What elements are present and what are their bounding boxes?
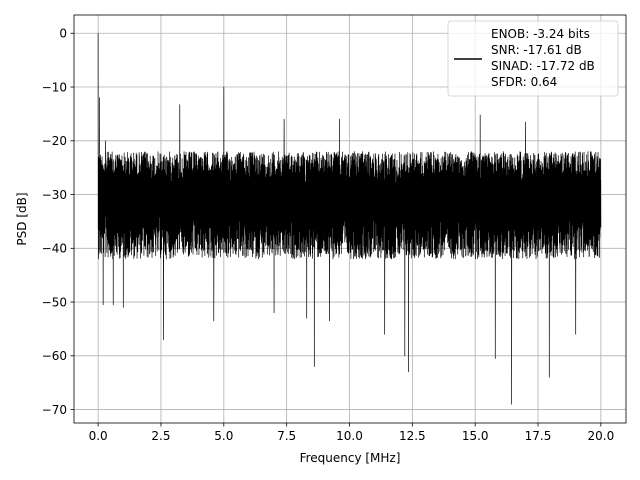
axes-frame [73,14,627,424]
legend-line-sinad: SINAD: -17.72 dB [491,59,595,73]
legend-line-snr: SNR: -17.61 dB [491,43,582,57]
x-tick-label: 12.5 [399,429,426,443]
x-tick-label: 5.0 [214,429,233,443]
x-tick-label: 7.5 [277,429,296,443]
x-tick-label: 2.5 [151,429,170,443]
x-tick-label: 0.0 [89,429,108,443]
x-ticks: 0.0 2.5 5.0 7.5 10.0 12.5 15.0 17.5 20.0 [89,423,615,443]
legend-line-enob: ENOB: -3.24 bits [491,27,590,41]
x-tick-label: 15.0 [462,429,489,443]
x-tick-label: 17.5 [525,429,552,443]
y-tick-label: −20 [42,134,67,148]
legend-box [447,20,619,97]
y-tick-label: −60 [42,349,67,363]
y-tick-label: −40 [42,242,67,256]
series-layer [97,33,602,405]
legend: ENOB: -3.24 bits SNR: -17.61 dB SINAD: -… [447,20,619,97]
y-tick-label: −50 [42,295,67,309]
y-ticks: 0 −10 −20 −30 −40 −50 −60 −70 [42,27,74,417]
y-tick-label: −10 [42,80,67,94]
psd-line [97,33,602,405]
y-tick-label: −70 [42,403,67,417]
x-tick-label: 10.0 [336,429,363,443]
y-axis-label: PSD [dB] [15,192,29,245]
x-axis-label: Frequency [MHz] [300,451,401,465]
y-tick-label: 0 [59,27,67,41]
legend-line-sfdr: SFDR: 0.64 [491,75,557,89]
x-tick-label: 20.0 [588,429,615,443]
y-tick-label: −30 [42,188,67,202]
